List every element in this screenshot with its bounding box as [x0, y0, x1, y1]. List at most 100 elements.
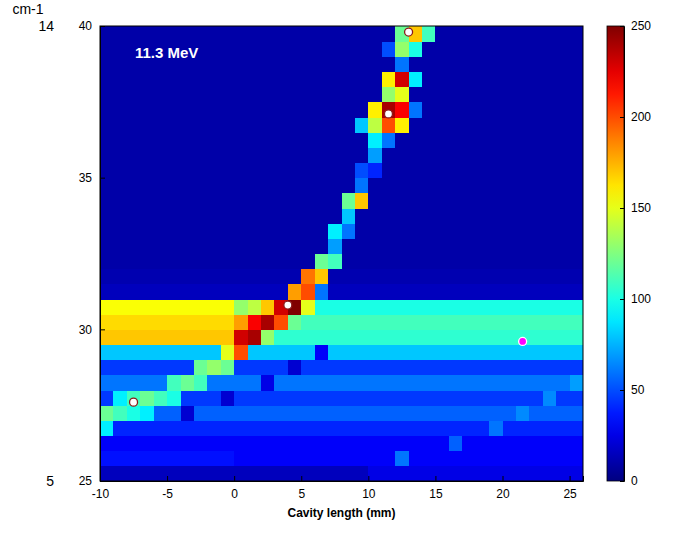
heatmap-cell — [516, 41, 530, 57]
heatmap-cell — [543, 436, 557, 452]
heatmap-cell — [382, 284, 396, 300]
heatmap-cell — [301, 284, 315, 300]
heatmap-cell — [154, 284, 168, 300]
heatmap-cell — [328, 41, 342, 57]
heatmap-cell — [435, 466, 449, 481]
heatmap-cell — [194, 269, 208, 285]
heatmap-cell — [489, 405, 503, 421]
heatmap-cell — [274, 223, 288, 239]
heatmap-cell — [516, 208, 530, 224]
heatmap-cell — [154, 208, 168, 224]
heatmap-cell — [113, 147, 127, 163]
heatmap-cell — [274, 178, 288, 194]
heatmap-cell — [516, 436, 530, 452]
heatmap-cell — [274, 360, 288, 376]
tick: 10 — [362, 476, 376, 501]
heatmap-cell — [301, 436, 315, 452]
heatmap-cell — [516, 72, 530, 88]
heatmap-cell — [207, 223, 221, 239]
heatmap-cell — [395, 72, 409, 88]
heatmap-cell — [194, 360, 208, 376]
heatmap-cell — [301, 72, 315, 88]
heatmap-cell — [543, 405, 557, 421]
heatmap-cell — [127, 284, 141, 300]
heatmap-cell — [435, 87, 449, 103]
heatmap-cell — [100, 238, 114, 254]
heatmap-cell — [503, 56, 517, 72]
heatmap-cell — [113, 329, 127, 345]
heatmap-cell — [462, 329, 476, 345]
heatmap-cell — [516, 163, 530, 179]
heatmap-cell — [261, 132, 275, 148]
heatmap-cell — [382, 178, 396, 194]
heatmap-cell — [315, 314, 329, 330]
heatmap-cell — [570, 345, 583, 361]
heatmap-cell — [100, 56, 114, 72]
heatmap-cell — [355, 254, 369, 270]
heatmap-cell — [476, 72, 490, 88]
heatmap-cell — [261, 466, 275, 481]
heatmap-cell — [113, 436, 127, 452]
heatmap-cell — [355, 72, 369, 88]
heatmap-cell — [113, 132, 127, 148]
heatmap-cell — [355, 420, 369, 436]
heatmap-cell — [167, 102, 181, 118]
heatmap-cell — [274, 102, 288, 118]
heatmap-cell — [409, 178, 423, 194]
heatmap-cell — [328, 329, 342, 345]
heatmap-cell — [422, 390, 436, 406]
heatmap-cell — [556, 254, 570, 270]
heatmap-cell — [315, 117, 329, 133]
heatmap-cell — [127, 436, 141, 452]
heatmap-cell — [181, 360, 195, 376]
heatmap-cell — [368, 132, 382, 148]
heatmap-cell — [395, 466, 409, 481]
heatmap-cell — [570, 390, 583, 406]
heatmap-cell — [234, 299, 248, 315]
heatmap-cell — [503, 163, 517, 179]
heatmap-cell — [315, 345, 329, 361]
heatmap-cell — [100, 375, 114, 391]
tick-mark — [100, 481, 105, 482]
heatmap-cell — [570, 405, 583, 421]
heatmap-cell — [274, 314, 288, 330]
heatmap-cell — [395, 117, 409, 133]
heatmap-cell — [315, 87, 329, 103]
heatmap-cell — [140, 193, 154, 209]
heatmap-cell — [395, 345, 409, 361]
heatmap-cell — [368, 451, 382, 467]
heatmap-cell — [221, 466, 235, 481]
heatmap-cell — [315, 375, 329, 391]
heatmap-cell — [449, 163, 463, 179]
heatmap-cell — [113, 41, 127, 57]
heatmap-cell — [516, 193, 530, 209]
heatmap-cell — [154, 223, 168, 239]
tick-label: 14 — [38, 18, 54, 34]
heatmap-cell — [570, 87, 583, 103]
heatmap-cell — [435, 451, 449, 467]
heatmap-cell — [100, 41, 114, 57]
annotation: 11.3 MeV — [135, 44, 198, 61]
heatmap-cell — [382, 451, 396, 467]
heatmap-cell — [301, 26, 315, 42]
heatmap-cell — [301, 147, 315, 163]
heatmap-cell — [100, 132, 114, 148]
tick-label: 5 — [46, 473, 54, 489]
heatmap-cell — [261, 390, 275, 406]
heatmap-cell — [449, 41, 463, 57]
heatmap-cell — [489, 223, 503, 239]
heatmap-cell — [113, 375, 127, 391]
heatmap-cell — [409, 208, 423, 224]
heatmap-cell — [395, 87, 409, 103]
heatmap-cell — [113, 56, 127, 72]
heatmap-cell — [127, 132, 141, 148]
heatmap-cell — [529, 436, 543, 452]
heatmap-cell — [261, 147, 275, 163]
heatmap-cell — [570, 299, 583, 315]
heatmap-cell — [221, 329, 235, 345]
heatmap-cell — [516, 345, 530, 361]
heatmap-cell — [529, 405, 543, 421]
heatmap-cell — [382, 117, 396, 133]
heatmap-cell — [368, 208, 382, 224]
heatmap-cell — [328, 269, 342, 285]
